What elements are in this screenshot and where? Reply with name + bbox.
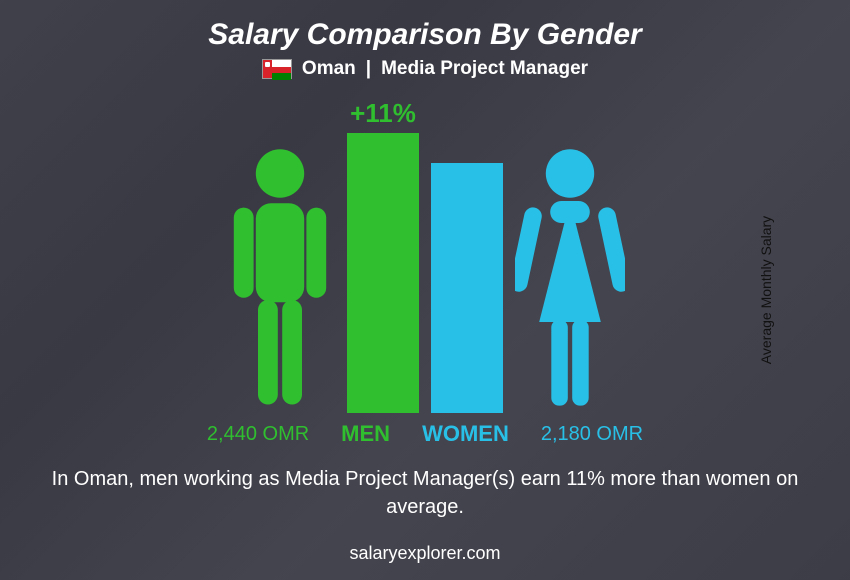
footer-source: salaryexplorer.com — [349, 543, 500, 564]
male-person-icon — [225, 143, 335, 413]
chart-area: +11% — [225, 90, 625, 413]
bar-women-wrap — [431, 163, 503, 413]
labels-row: 2,440 OMR MEN WOMEN 2,180 OMR — [207, 421, 643, 447]
infographic-container: Salary Comparison By Gender Oman | Media… — [0, 0, 850, 580]
subtitle-role: Media Project Manager — [381, 58, 588, 80]
salary-women: 2,180 OMR — [541, 423, 643, 446]
subtitle-separator: | — [366, 58, 371, 80]
bar-men — [347, 133, 419, 413]
y-axis-label: Average Monthly Salary — [758, 216, 774, 364]
bar-men-wrap: +11% — [347, 98, 419, 413]
page-title: Salary Comparison By Gender — [208, 18, 641, 52]
oman-flag-icon — [262, 59, 292, 79]
subtitle-row: Oman | Media Project Manager — [262, 58, 588, 80]
salary-men: 2,440 OMR — [207, 423, 309, 446]
description-text: In Oman, men working as Media Project Ma… — [45, 465, 805, 521]
label-women: WOMEN — [422, 421, 509, 447]
subtitle-country: Oman — [302, 58, 356, 80]
female-person-icon — [515, 143, 625, 413]
bar-women — [431, 163, 503, 413]
label-men: MEN — [341, 421, 390, 447]
pct-label-men: +11% — [350, 98, 416, 129]
